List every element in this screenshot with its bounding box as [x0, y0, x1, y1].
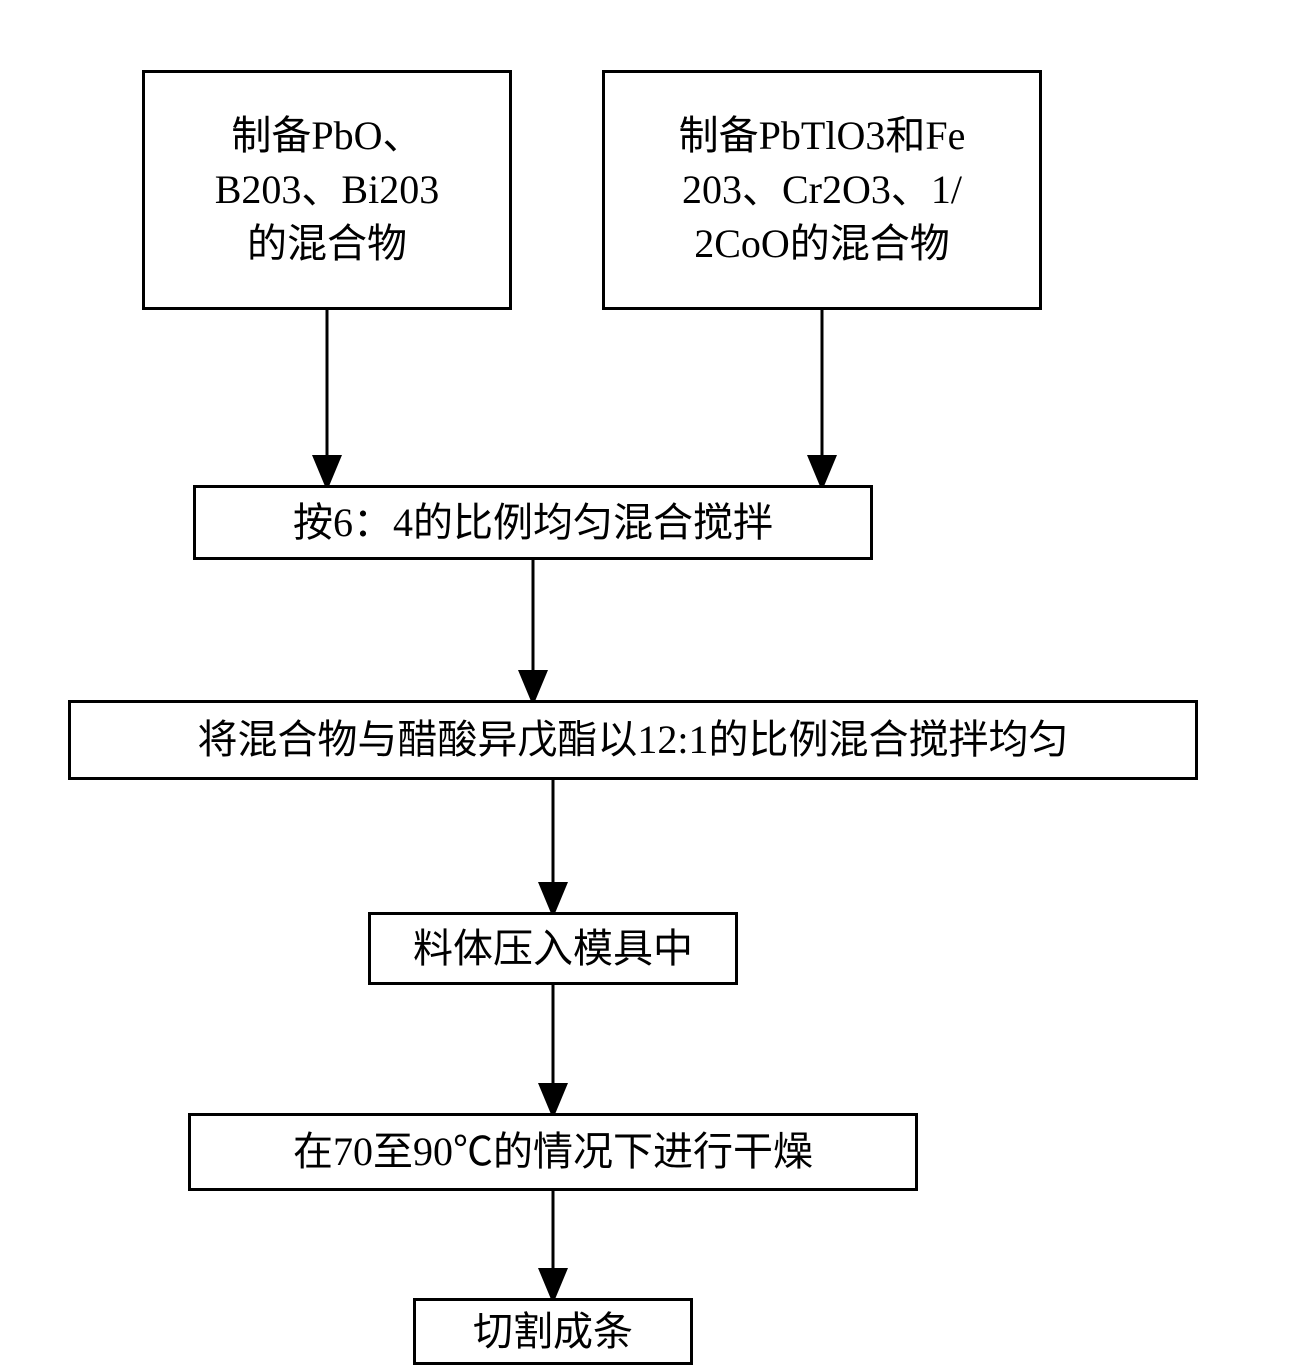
flowchart-container: 制备PbO、 B203、Bi203 的混合物 制备PbTlO3和Fe 203、Cr…: [0, 0, 1292, 1367]
flowchart-node-box7: 切割成条: [413, 1298, 693, 1365]
flowchart-node-box4: 将混合物与醋酸异戊酯以12:1的比例混合搅拌均匀: [68, 700, 1198, 780]
flowchart-node-text: 按6：4的比例均匀混合搅拌: [293, 496, 773, 550]
flowchart-node-text: 将混合物与醋酸异戊酯以12:1的比例混合搅拌均匀: [197, 713, 1068, 767]
flowchart-node-box6: 在70至90℃的情况下进行干燥: [188, 1113, 918, 1191]
flowchart-node-box2: 制备PbTlO3和Fe 203、Cr2O3、1/ 2CoO的混合物: [602, 70, 1042, 310]
flowchart-node-text: 制备PbO、 B203、Bi203 的混合物: [215, 109, 439, 271]
flowchart-node-text: 料体压入模具中: [413, 922, 693, 976]
flowchart-node-text: 制备PbTlO3和Fe 203、Cr2O3、1/ 2CoO的混合物: [679, 109, 966, 271]
flowchart-node-box3: 按6：4的比例均匀混合搅拌: [193, 485, 873, 560]
flowchart-node-box5: 料体压入模具中: [368, 912, 738, 985]
flowchart-node-text: 在70至90℃的情况下进行干燥: [293, 1125, 813, 1179]
flowchart-node-box1: 制备PbO、 B203、Bi203 的混合物: [142, 70, 512, 310]
flowchart-node-text: 切割成条: [473, 1305, 633, 1359]
